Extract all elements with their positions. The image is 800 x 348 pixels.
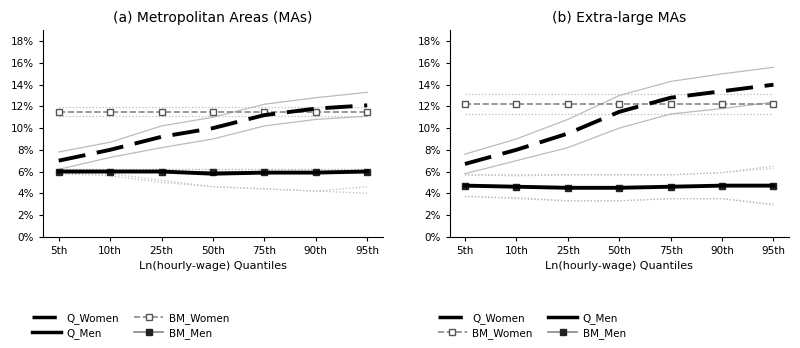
Legend: Q_Women, Q_Men, BM_Women, BM_Men: Q_Women, Q_Men, BM_Women, BM_Men [31, 313, 229, 339]
Legend: Q_Women, BM_Women, Q_Men, BM_Men: Q_Women, BM_Women, Q_Men, BM_Men [438, 313, 626, 339]
X-axis label: Ln(hourly-wage) Quantiles: Ln(hourly-wage) Quantiles [546, 261, 693, 271]
Title: (b) Extra-large MAs: (b) Extra-large MAs [552, 11, 686, 25]
X-axis label: Ln(hourly-wage) Quantiles: Ln(hourly-wage) Quantiles [139, 261, 287, 271]
Title: (a) Metropolitan Areas (MAs): (a) Metropolitan Areas (MAs) [114, 11, 313, 25]
